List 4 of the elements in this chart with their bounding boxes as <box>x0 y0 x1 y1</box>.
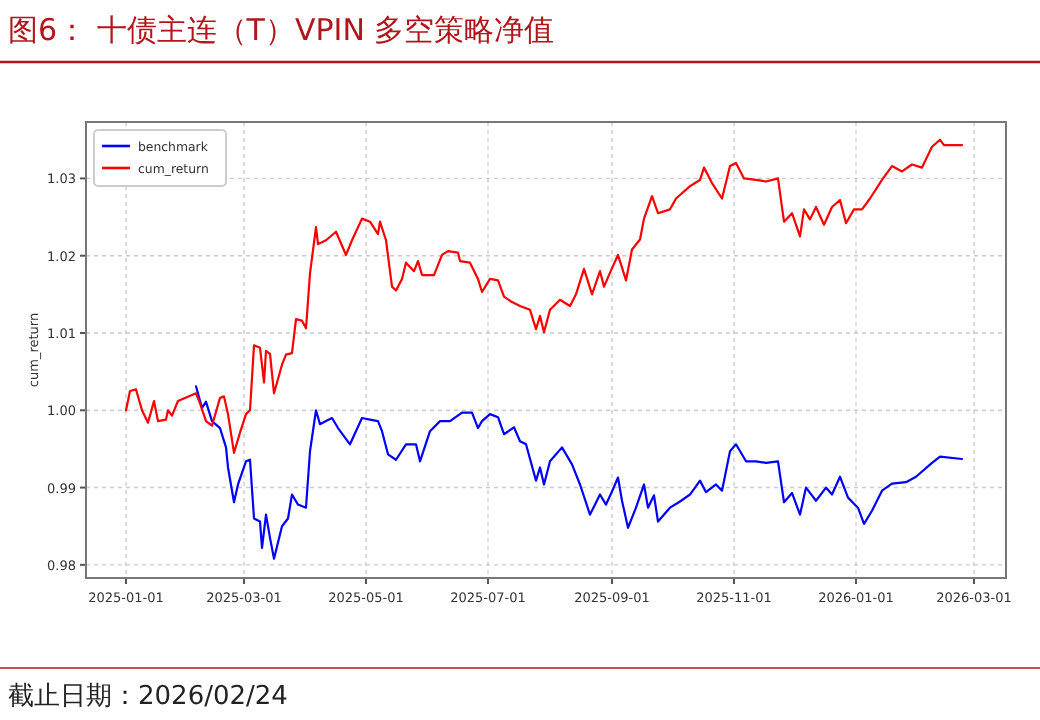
chart-title: 图6： 十债主连（T）VPIN 多空策略净值 <box>8 12 555 48</box>
text: 截止日期：2026/02/24 <box>8 682 288 712</box>
line-series <box>124 138 964 454</box>
line-series <box>194 385 964 560</box>
